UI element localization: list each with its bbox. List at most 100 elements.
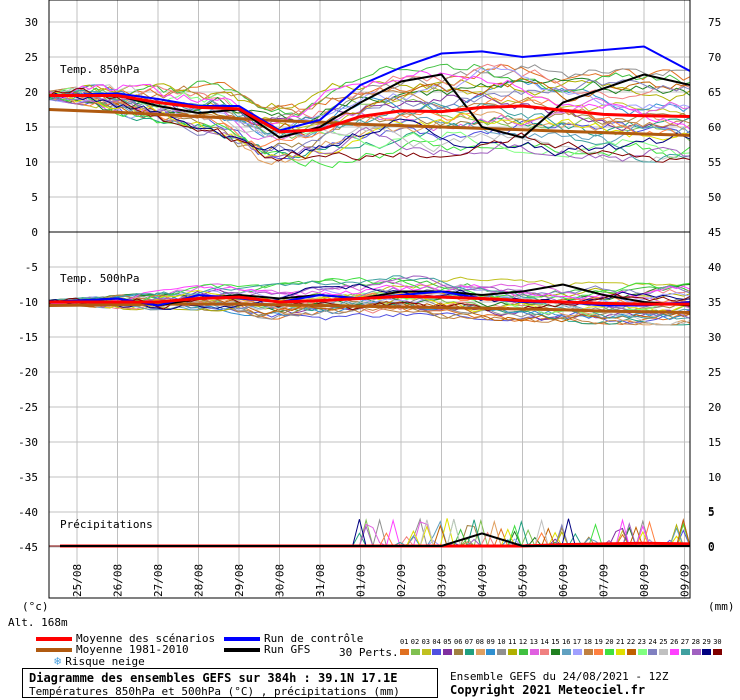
legend-gfs: Run GFS — [224, 643, 310, 656]
pert-number: 22 — [626, 638, 636, 646]
pert-swatch — [626, 649, 636, 655]
pert-swatch — [605, 649, 615, 655]
y-tick-right-500: 40 — [708, 261, 721, 274]
series-line — [48, 302, 691, 314]
copyright-label: Copyright 2021 Meteociel.fr — [450, 683, 646, 697]
series-line — [48, 108, 691, 137]
pert-swatch — [551, 649, 561, 655]
legend-snow-label: Risque neige — [65, 655, 145, 668]
y-tick-500: -5 — [25, 261, 38, 274]
y-tick-850: 20 — [25, 86, 38, 99]
pert-number: 24 — [648, 638, 657, 646]
pert-number: 29 — [702, 638, 711, 646]
perturbation-line-850 — [48, 93, 691, 169]
pert-swatch — [659, 649, 669, 655]
pert-swatch — [540, 649, 550, 655]
pert-number: 10 — [497, 638, 506, 646]
series-line — [49, 94, 691, 134]
x-tick-label: 28/08 — [193, 564, 206, 597]
pert-number: 05 — [443, 638, 452, 646]
panel-label-precip: Précipitations — [60, 518, 153, 531]
pert-number: 12 — [518, 638, 528, 646]
snowflake-icon: ❄ — [54, 654, 62, 668]
perturbation-line-850 — [48, 64, 691, 111]
x-tick-label: 31/08 — [314, 564, 327, 597]
y-tick-right-850: 45 — [708, 226, 721, 239]
legend-climo-label: Moyenne 1981-2010 — [76, 643, 189, 656]
y-tick-500: -35 — [18, 471, 38, 484]
y-tick-right-850: 55 — [708, 156, 721, 169]
y-tick-500: -30 — [18, 436, 38, 449]
panel-label-850: Temp. 850hPa — [60, 63, 139, 76]
y-tick-right-500: 25 — [708, 366, 721, 379]
pert-number: 14 — [540, 638, 549, 646]
y-tick-850: 30 — [25, 16, 38, 29]
right-unit-label: (mm) — [708, 600, 735, 613]
perturbation-line-850 — [48, 92, 691, 157]
pert-swatch — [454, 649, 463, 655]
pert-number: 16 — [562, 638, 571, 646]
y-tick-right-850: 60 — [708, 121, 721, 134]
perturbation-line-500 — [48, 283, 691, 310]
pert-swatch — [432, 649, 442, 655]
y-tick-500: -40 — [18, 506, 38, 519]
y-tick-right-850: 75 — [708, 16, 721, 29]
perturbation-line-850 — [48, 94, 691, 159]
pert-number: 13 — [529, 638, 539, 646]
x-tick-label: 25/08 — [71, 564, 84, 597]
y-tick-right-500: 10 — [708, 471, 721, 484]
y-tick-500: -15 — [18, 331, 38, 344]
y-tick-500: -45 — [18, 541, 38, 554]
pert-swatch — [518, 649, 528, 655]
title-box: Diagramme des ensembles GEFS sur 384h : … — [22, 668, 438, 698]
perturbation-line-850 — [48, 85, 691, 128]
y-tick-850: 5 — [31, 191, 38, 204]
x-tick-label: 05/09 — [517, 564, 530, 597]
x-tick-label: 06/09 — [557, 564, 570, 597]
legend-mean: Moyenne des scénarios — [36, 632, 215, 645]
tick-labels: 30252015105075706560555045-5-10-15-20-25… — [18, 16, 721, 597]
pert-number: 18 — [583, 638, 593, 646]
x-tick-label: 08/09 — [638, 564, 651, 597]
pert-swatch — [691, 649, 701, 655]
pert-swatch — [529, 649, 539, 655]
pert-number: 21 — [616, 638, 625, 646]
legend-control-label: Run de contrôle — [264, 632, 364, 645]
x-tick-label: 02/09 — [395, 564, 408, 597]
y-tick-right-500: 35 — [708, 296, 721, 309]
pert-number: 03 — [421, 638, 431, 646]
legend-snow: ❄ Risque neige — [54, 654, 145, 668]
pert-swatch — [421, 649, 431, 655]
perturbation-line-850 — [48, 87, 691, 158]
y-tick-right-850: 50 — [708, 191, 721, 204]
series-line — [48, 45, 691, 132]
y-tick-right-precip: 0 — [708, 540, 715, 553]
x-tick-label: 26/08 — [112, 564, 125, 597]
pert-swatch — [562, 649, 571, 655]
pert-number: 02 — [410, 638, 420, 646]
series-lines — [48, 45, 691, 548]
pert-number: 27 — [680, 638, 690, 646]
pert-number: 15 — [551, 638, 560, 646]
pert-number: 23 — [637, 638, 647, 646]
perturbation-line-500 — [48, 292, 691, 326]
perturbation-line-500 — [48, 290, 691, 326]
x-tick-label: 04/09 — [476, 564, 489, 597]
x-tick-label: 27/08 — [152, 564, 165, 597]
legend-climo-swatch — [36, 648, 72, 652]
y-tick-right-500: 20 — [708, 401, 721, 414]
y-tick-500: -20 — [18, 366, 38, 379]
legend-control-swatch — [224, 637, 260, 641]
pert-swatch — [572, 649, 582, 655]
series-line — [60, 532, 690, 547]
x-tick-label: 01/09 — [355, 564, 368, 597]
pert-swatch — [594, 649, 604, 655]
legend-climo: Moyenne 1981-2010 — [36, 643, 189, 656]
pert-number: 07 — [464, 638, 474, 646]
pert-swatch — [475, 649, 485, 655]
panel-label-500: Temp. 500hPa — [60, 272, 139, 285]
pert-swatch — [410, 649, 420, 655]
perturbation-line-850 — [48, 91, 691, 159]
pert-number: 26 — [670, 638, 679, 646]
y-tick-850: 0 — [31, 226, 38, 239]
